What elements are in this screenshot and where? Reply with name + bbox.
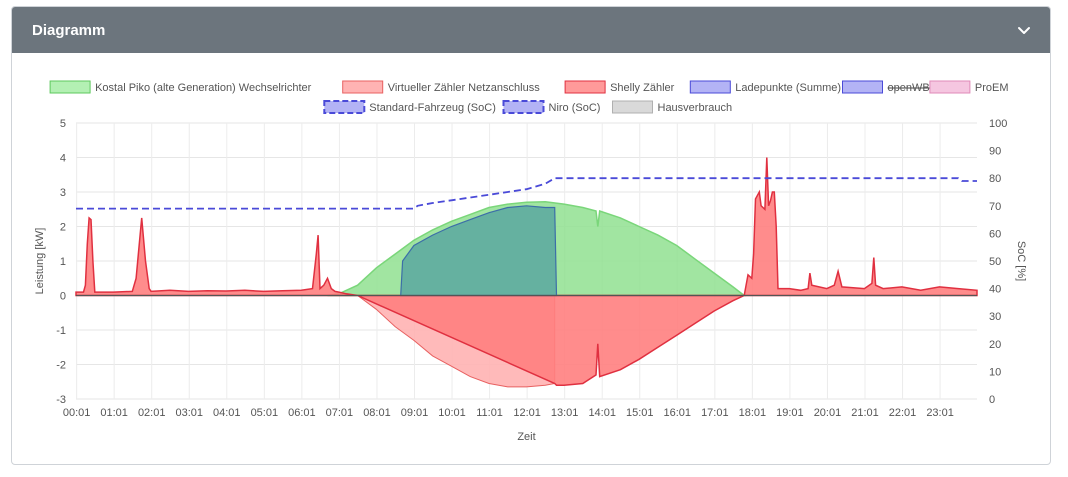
legend-label: openWB	[888, 82, 930, 94]
x-tick-label: 12:01	[513, 407, 541, 419]
legend-item: openWB	[842, 80, 930, 94]
chevron-down-icon[interactable]	[1016, 22, 1032, 38]
y-right-tick-label: 10	[989, 366, 1001, 378]
legend-swatch	[842, 80, 883, 94]
y-right-axis-title: SoC [%]	[1015, 241, 1027, 281]
card-title: Diagramm	[32, 21, 106, 39]
x-tick-label: 02:01	[138, 407, 166, 419]
x-tick-label: 23:01	[926, 407, 954, 419]
x-tick-label: 08:01	[363, 407, 391, 419]
y-left-tick-label: -2	[56, 360, 66, 372]
series-chargepoints-area	[400, 205, 558, 297]
legend-item: Shelly Zähler	[564, 80, 675, 94]
y-right-tick-label: 40	[989, 284, 1001, 296]
y-left-tick-label: 5	[60, 118, 66, 130]
legend-label: Niro (SoC)	[549, 102, 601, 114]
legend-item: Hausverbrauch	[612, 100, 733, 114]
legend-swatch	[564, 80, 606, 94]
x-tick-label: 01:01	[100, 407, 128, 419]
y-right-tick-label: 60	[989, 228, 1001, 240]
x-tick-label: 00:01	[63, 407, 91, 419]
y-left-tick-label: 4	[60, 153, 66, 165]
y-right-tick-label: 50	[989, 256, 1001, 268]
x-tick-label: 18:01	[739, 407, 767, 419]
x-tick-label: 09:01	[401, 407, 429, 419]
x-tick-label: 17:01	[701, 407, 729, 419]
legend-swatch	[342, 80, 384, 94]
legend-label: Standard-Fahrzeug (SoC)	[369, 102, 496, 114]
y-right-tick-label: 70	[989, 201, 1001, 213]
diagram-card: Diagramm Kostal Piko (alte Generation) W…	[11, 6, 1051, 465]
x-tick-label: 22:01	[889, 407, 917, 419]
chart-legend: Kostal Piko (alte Generation) Wechselric…	[49, 80, 1009, 114]
legend-item: ProEM	[929, 80, 1009, 94]
x-tick-label: 14:01	[588, 407, 616, 419]
legend-swatch	[323, 100, 366, 114]
series-vehicle-soc-line	[76, 177, 977, 210]
x-tick-label: 03:01	[175, 407, 203, 419]
power-chart: Kostal Piko (alte Generation) Wechselric…	[34, 80, 1027, 443]
y-left-tick-label: 0	[60, 291, 66, 303]
legend-item: Niro (SoC)	[502, 100, 601, 114]
y-right-tick-label: 20	[989, 339, 1001, 351]
legend-label: ProEM	[975, 82, 1009, 94]
legend-item: Ladepunkte (Summe)	[689, 80, 841, 94]
x-tick-label: 06:01	[288, 407, 316, 419]
legend-item: Virtueller Zähler Netzanschluss	[342, 80, 541, 94]
legend-label: Hausverbrauch	[658, 102, 733, 114]
y-right-tick-label: 80	[989, 173, 1001, 185]
legend-label: Ladepunkte (Summe)	[735, 82, 841, 94]
x-axis-title: Zeit	[517, 431, 535, 443]
legend-item: Kostal Piko (alte Generation) Wechselric…	[49, 80, 312, 94]
legend-swatch	[612, 100, 653, 114]
legend-label: Shelly Zähler	[610, 82, 675, 94]
series-shelly-area	[75, 157, 978, 386]
x-tick-label: 20:01	[814, 407, 842, 419]
y-left-tick-label: 2	[60, 222, 66, 234]
y-left-tick-label: -3	[56, 394, 66, 406]
y-left-tick-label: 3	[60, 187, 66, 199]
x-tick-label: 07:01	[326, 407, 354, 419]
y-right-tick-label: 30	[989, 311, 1001, 323]
card-header[interactable]: Diagramm	[12, 7, 1050, 53]
legend-label: Virtueller Zähler Netzanschluss	[388, 82, 541, 94]
legend-swatch	[689, 80, 731, 94]
x-tick-label: 13:01	[551, 407, 579, 419]
x-tick-label: 04:01	[213, 407, 241, 419]
y-right-tick-label: 100	[989, 118, 1007, 130]
legend-swatch	[502, 100, 545, 114]
legend-swatch	[49, 80, 91, 94]
x-tick-label: 19:01	[776, 407, 804, 419]
y-right-tick-label: 0	[989, 394, 995, 406]
y-left-tick-label: 1	[60, 256, 66, 268]
legend-swatch	[929, 80, 971, 94]
y-left-axis-title: Leistung [kW]	[34, 228, 46, 295]
x-tick-label: 11:01	[476, 407, 503, 419]
legend-label: Kostal Piko (alte Generation) Wechselric…	[95, 82, 312, 94]
x-tick-label: 15:01	[626, 407, 654, 419]
x-tick-label: 05:01	[251, 407, 279, 419]
y-right-tick-label: 90	[989, 146, 1001, 158]
y-left-tick-label: -1	[56, 325, 66, 337]
legend-item: Standard-Fahrzeug (SoC)	[323, 100, 496, 114]
x-tick-label: 16:01	[664, 407, 692, 419]
x-tick-label: 21:01	[851, 407, 879, 419]
x-tick-label: 10:01	[438, 407, 466, 419]
